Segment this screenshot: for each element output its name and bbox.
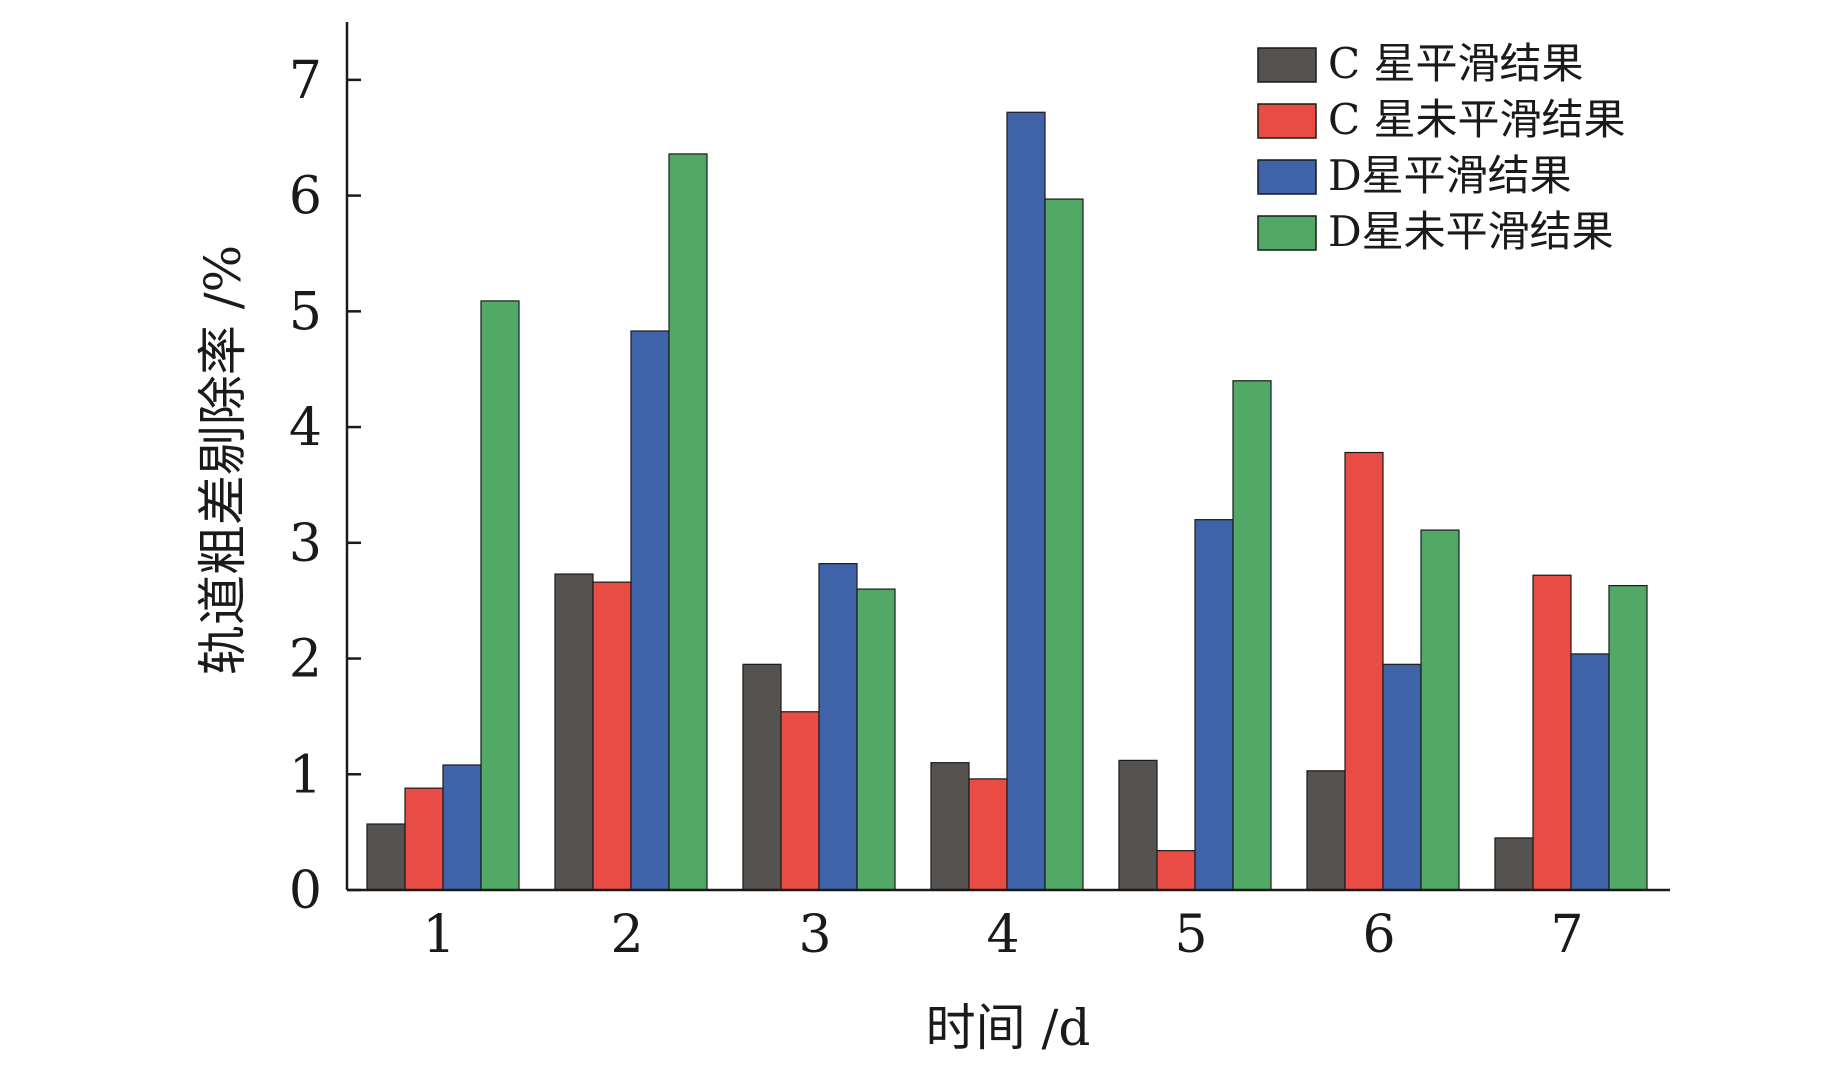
bar-1-day-5: [1118, 759, 1158, 891]
x-tick-label: 3: [798, 905, 831, 965]
bar-4-day-5: [1232, 380, 1272, 891]
bar-4-day-1: [480, 300, 520, 891]
legend-swatch: [1257, 47, 1317, 83]
y-tick-label: 3: [289, 514, 322, 574]
x-ticks-group: 1 2 3 4 5 6 7: [422, 905, 1583, 965]
legend-swatch: [1257, 103, 1317, 139]
y-tick-label: 1: [289, 745, 322, 805]
bar-2-day-1: [404, 787, 444, 891]
y-tick-label: 7: [289, 51, 322, 111]
bars-group: [366, 111, 1648, 891]
y-tick-label: 6: [289, 167, 322, 227]
bar-3-day-4: [1006, 111, 1046, 891]
legend: C 星平滑结果 C 星未平滑结果 D星平滑结果 D星未平滑结果: [1257, 39, 1626, 256]
x-tick-label: 7: [1550, 905, 1583, 965]
bar-1-day-4: [930, 762, 970, 891]
bar-1-day-1: [366, 823, 406, 891]
bar-2-day-5: [1156, 850, 1196, 891]
x-tick-label: 6: [1362, 905, 1395, 965]
bar-2-day-7: [1532, 574, 1572, 891]
bar-1-day-7: [1494, 837, 1534, 891]
legend-swatch: [1257, 215, 1317, 251]
x-axis-title: 时间 /d: [926, 999, 1091, 1057]
bar-4-day-4: [1044, 198, 1084, 891]
y-ticks-group: 0 1 2 3 4 5 6 7: [289, 51, 361, 921]
bar-2-day-4: [968, 778, 1008, 891]
y-tick-label: 4: [289, 398, 322, 458]
bar-4-day-6: [1420, 529, 1460, 891]
legend-label: D星未平滑结果: [1328, 207, 1614, 256]
bar-1-day-2: [554, 573, 594, 891]
axes-group: [345, 22, 1670, 892]
bar-2-day-3: [780, 711, 820, 891]
y-tick-label: 0: [289, 861, 322, 921]
bar-3-day-6: [1382, 663, 1422, 891]
y-tick-label: 5: [289, 282, 322, 342]
x-tick-label: 1: [422, 905, 455, 965]
legend-label: C 星平滑结果: [1328, 39, 1584, 88]
legend-label: D星平滑结果: [1328, 151, 1572, 200]
bar-4-day-2: [668, 153, 708, 891]
bar-3-day-7: [1570, 653, 1610, 891]
bar-1-day-3: [742, 663, 782, 891]
bar-2-day-2: [592, 581, 632, 891]
y-axis-title: 轨道粗差剔除率 /%: [194, 245, 252, 675]
bar-3-day-1: [442, 764, 482, 891]
legend-label: C 星未平滑结果: [1328, 95, 1626, 144]
x-tick-label: 5: [1174, 905, 1207, 965]
bar-3-day-3: [818, 563, 858, 891]
x-tick-label: 2: [610, 905, 643, 965]
y-tick-label: 2: [289, 630, 322, 690]
bar-3-day-5: [1194, 519, 1234, 891]
bar-4-day-3: [856, 588, 896, 891]
bar-4-day-7: [1608, 585, 1648, 891]
bar-2-day-6: [1344, 451, 1384, 891]
legend-swatch: [1257, 159, 1317, 195]
bar-1-day-6: [1306, 770, 1346, 891]
x-tick-label: 4: [986, 905, 1019, 965]
bar-3-day-2: [630, 330, 670, 891]
